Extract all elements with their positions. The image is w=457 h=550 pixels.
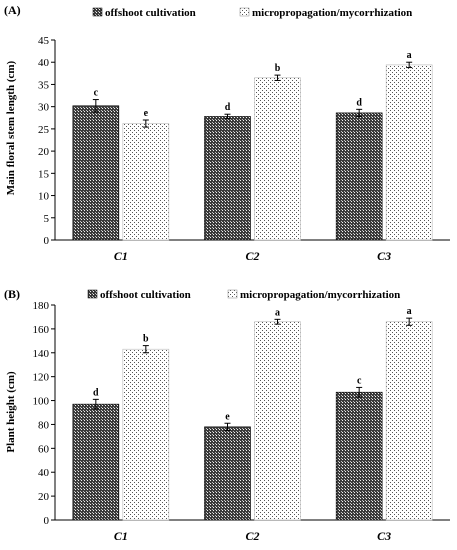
y-tick-label: 10 bbox=[38, 191, 50, 203]
bar bbox=[72, 105, 120, 241]
y-tick-label: 100 bbox=[33, 396, 50, 408]
significance-letter: d bbox=[356, 97, 362, 108]
legend-a-swatch-micro bbox=[239, 7, 250, 17]
significance-letter: e bbox=[144, 108, 149, 119]
legend-b-swatch-offshoot bbox=[87, 289, 98, 299]
y-tick-label: 35 bbox=[38, 79, 50, 91]
x-category-label: C2 bbox=[245, 529, 259, 543]
y-tick-label: 120 bbox=[33, 372, 50, 384]
significance-letter: d bbox=[93, 387, 99, 398]
y-tick-label: 45 bbox=[38, 35, 50, 47]
x-category-label: C3 bbox=[377, 249, 391, 263]
panel-a-y-axis-label: Main floral stem length (cm) bbox=[5, 60, 17, 195]
y-tick-label: 180 bbox=[33, 300, 50, 312]
bar bbox=[72, 403, 120, 521]
legend-a-swatch-offshoot bbox=[92, 7, 103, 17]
y-tick-label: 160 bbox=[33, 324, 50, 336]
bar bbox=[122, 123, 170, 241]
y-tick-label: 20 bbox=[38, 146, 50, 158]
y-tick-label: 0 bbox=[44, 515, 50, 527]
panel-b-label: (B) bbox=[4, 287, 20, 301]
y-tick-label: 60 bbox=[38, 443, 50, 455]
significance-letter: e bbox=[225, 411, 230, 422]
y-tick-label: 25 bbox=[38, 124, 50, 136]
significance-letter: a bbox=[275, 307, 280, 318]
legend-b-micro-label: micropropagation/mycorrhization bbox=[240, 289, 400, 301]
y-tick-label: 40 bbox=[38, 467, 50, 479]
y-tick-label: 15 bbox=[38, 168, 50, 180]
significance-letter: a bbox=[407, 50, 412, 61]
y-tick-label: 80 bbox=[38, 419, 50, 431]
bar bbox=[335, 391, 383, 521]
panel-a-label: (A) bbox=[4, 3, 21, 17]
y-tick-label: 140 bbox=[33, 348, 50, 360]
bar bbox=[385, 64, 433, 241]
y-tick-label: 30 bbox=[38, 102, 50, 114]
panel-b: (B) offshoot cultivation micropropagatio… bbox=[4, 287, 450, 543]
legend-a-micro-label: micropropagation/mycorrhization bbox=[252, 7, 412, 19]
y-tick-label: 20 bbox=[38, 491, 50, 503]
significance-letter: d bbox=[225, 102, 231, 113]
bar bbox=[385, 321, 433, 521]
panel-a-plot: 0 5 10 15 20 25 30 35 40 45 c e C1 d b C2 d a C3 bbox=[38, 35, 450, 263]
x-category-label: C3 bbox=[377, 529, 391, 543]
bar bbox=[254, 77, 301, 241]
x-category-label: C2 bbox=[245, 249, 259, 263]
panel-a: (A) offshoot cultivation micropropagatio… bbox=[4, 3, 450, 263]
legend-a-offshoot-label: offshoot cultivation bbox=[105, 7, 196, 19]
significance-letter: c bbox=[357, 375, 362, 386]
panel-b-plot: 0 20 40 60 80 100 120 140 160 180 d b C1 e a C2 c a C3 bbox=[33, 300, 450, 543]
y-tick-label: 5 bbox=[44, 213, 50, 225]
bar bbox=[122, 348, 170, 521]
legend-b-offshoot-label: offshoot cultivation bbox=[100, 289, 191, 301]
x-category-label: C1 bbox=[114, 249, 128, 263]
significance-letter: c bbox=[94, 88, 99, 99]
bar bbox=[335, 112, 383, 241]
bar bbox=[204, 426, 251, 521]
significance-letter: b bbox=[275, 63, 281, 74]
significance-letter: b bbox=[143, 334, 149, 345]
x-category-label: C1 bbox=[114, 529, 128, 543]
bar bbox=[204, 116, 251, 241]
significance-letter: a bbox=[407, 306, 412, 317]
y-tick-label: 0 bbox=[44, 235, 50, 247]
bar bbox=[254, 321, 301, 521]
legend-b-swatch-micro bbox=[227, 289, 238, 299]
y-tick-label: 40 bbox=[38, 57, 50, 69]
panel-b-y-axis-label: Plant height (cm) bbox=[5, 371, 17, 453]
